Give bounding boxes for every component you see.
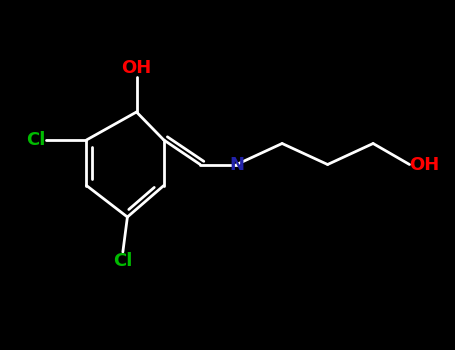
Text: OH: OH	[121, 59, 152, 77]
Text: N: N	[229, 155, 244, 174]
Text: Cl: Cl	[113, 252, 132, 270]
Text: Cl: Cl	[26, 131, 46, 149]
Text: OH: OH	[410, 155, 440, 174]
